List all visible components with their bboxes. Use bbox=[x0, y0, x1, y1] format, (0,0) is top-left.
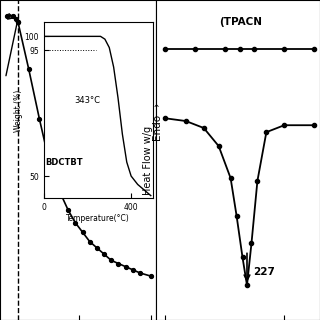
Text: (TPACN: (TPACN bbox=[219, 17, 262, 27]
Text: Endo →: Endo → bbox=[153, 102, 164, 141]
Text: 227: 227 bbox=[253, 268, 275, 277]
Y-axis label: Heat Flow w/g: Heat Flow w/g bbox=[143, 125, 153, 195]
